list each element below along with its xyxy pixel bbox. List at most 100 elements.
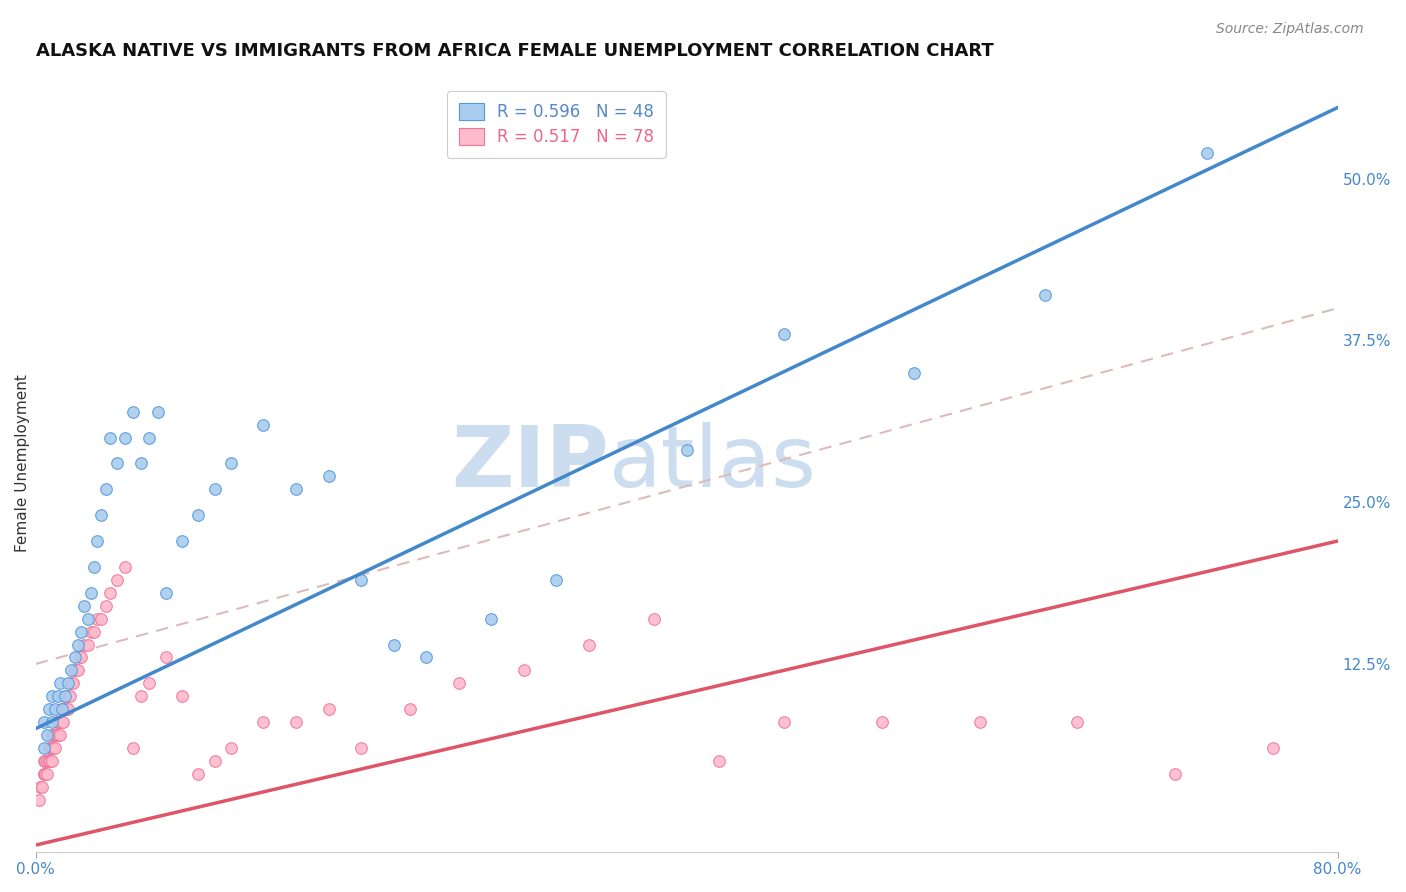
Point [52, 702, 75, 716]
Point [56, 676, 79, 690]
Point [35, 728, 58, 742]
Point [51, 702, 73, 716]
Point [83, 560, 105, 574]
Point [32, 767, 55, 781]
Point [65, 664, 87, 678]
Point [59, 690, 82, 704]
Point [114, 430, 136, 444]
Point [94, 599, 117, 613]
Point [382, 638, 405, 652]
Point [155, 650, 177, 665]
Point [52, 715, 75, 730]
Text: ALASKA NATIVE VS IMMIGRANTS FROM AFRICA FEMALE UNEMPLOYMENT CORRELATION CHART: ALASKA NATIVE VS IMMIGRANTS FROM AFRICA … [35, 42, 993, 60]
Point [46, 690, 69, 704]
Point [318, 469, 340, 483]
Point [39, 754, 62, 768]
Point [73, 599, 96, 613]
Point [252, 715, 274, 730]
Point [146, 404, 169, 418]
Point [56, 702, 79, 716]
Point [114, 560, 136, 574]
Point [870, 715, 893, 730]
Point [90, 612, 112, 626]
Point [546, 573, 568, 587]
Point [46, 715, 69, 730]
Point [131, 456, 153, 470]
Point [773, 326, 796, 341]
Text: atlas: atlas [609, 422, 817, 505]
Point [49, 676, 72, 690]
Point [138, 430, 160, 444]
Point [73, 638, 96, 652]
Point [38, 754, 60, 768]
Point [31, 780, 53, 794]
Point [66, 638, 89, 652]
Point [122, 404, 145, 418]
Point [1197, 145, 1219, 160]
Point [69, 650, 91, 665]
Point [285, 483, 308, 497]
Point [49, 728, 72, 742]
Point [252, 417, 274, 432]
Point [32, 767, 55, 781]
Point [38, 702, 60, 716]
Point [94, 483, 117, 497]
Text: ZIP: ZIP [451, 422, 609, 505]
Legend: R = 0.596   N = 48, R = 0.517   N = 78: R = 0.596 N = 48, R = 0.517 N = 78 [447, 91, 665, 158]
Point [83, 624, 105, 639]
Point [707, 754, 730, 768]
Point [32, 754, 55, 768]
Point [51, 715, 73, 730]
Point [53, 690, 76, 704]
Point [675, 443, 697, 458]
Point [80, 586, 103, 600]
Point [415, 650, 437, 665]
Point [76, 638, 98, 652]
Point [513, 664, 536, 678]
Y-axis label: Female Unemployment: Female Unemployment [15, 375, 30, 552]
Point [28, 793, 51, 807]
Point [578, 638, 600, 652]
Text: Source: ZipAtlas.com: Source: ZipAtlas.com [1216, 22, 1364, 37]
Point [49, 715, 72, 730]
Point [105, 456, 128, 470]
Point [32, 741, 55, 756]
Point [219, 456, 242, 470]
Point [51, 702, 73, 716]
Point [80, 624, 103, 639]
Point [90, 508, 112, 523]
Point [45, 728, 67, 742]
Point [41, 690, 63, 704]
Point [35, 754, 58, 768]
Point [170, 690, 193, 704]
Point [285, 715, 308, 730]
Point [60, 676, 83, 690]
Point [62, 676, 84, 690]
Point [41, 728, 63, 742]
Point [53, 702, 76, 716]
Point [56, 690, 79, 704]
Point [32, 715, 55, 730]
Point [479, 612, 502, 626]
Point [76, 612, 98, 626]
Point [170, 534, 193, 549]
Point [1261, 741, 1284, 756]
Point [42, 741, 65, 756]
Point [86, 534, 108, 549]
Point [1164, 767, 1187, 781]
Point [60, 664, 83, 678]
Point [30, 780, 52, 794]
Point [100, 586, 122, 600]
Point [44, 702, 66, 716]
Point [63, 650, 86, 665]
Point [42, 728, 65, 742]
Point [86, 612, 108, 626]
Point [44, 728, 66, 742]
Point [447, 676, 470, 690]
Point [643, 612, 665, 626]
Point [318, 702, 340, 716]
Point [187, 767, 209, 781]
Point [350, 573, 373, 587]
Point [63, 664, 86, 678]
Point [399, 702, 422, 716]
